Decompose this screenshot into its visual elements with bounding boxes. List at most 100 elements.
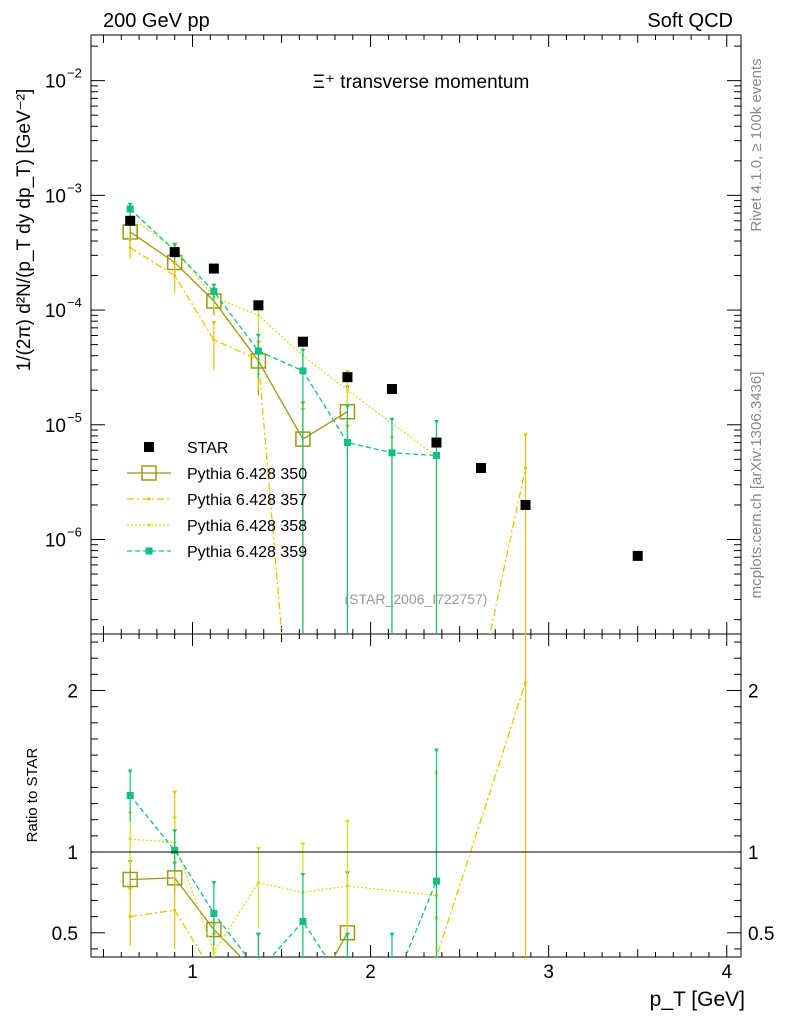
ratio-point-1 xyxy=(257,1012,260,1015)
ratio-panel-frame xyxy=(90,633,742,958)
error-cap xyxy=(127,202,133,207)
error-cap xyxy=(256,959,261,963)
series-point-3 xyxy=(126,205,134,213)
error-cap xyxy=(211,283,217,288)
legend-label-data: STAR xyxy=(187,440,228,457)
main-y-tick-label: 10 xyxy=(45,301,66,322)
ratio-y-axis-label: Ratio to STAR xyxy=(24,747,41,842)
main-y-tick-label: 10 xyxy=(45,72,66,93)
ratio-point-3 xyxy=(210,909,218,917)
error-cap xyxy=(255,847,261,852)
series-point-0 xyxy=(122,224,138,240)
series-point-1 xyxy=(212,338,216,342)
ratio-point-3 xyxy=(388,986,395,993)
main-y-tick-exponent: −5 xyxy=(67,410,82,425)
error-cap xyxy=(345,965,350,969)
error-cap xyxy=(433,420,439,425)
ratio-point-1 xyxy=(301,1012,304,1015)
header-right: Soft QCD xyxy=(647,10,733,32)
series-line-3 xyxy=(129,208,437,457)
ratio-point-3 xyxy=(171,846,179,854)
side-label-site: mcplots.cern.ch [arXiv:1306.3436] xyxy=(748,372,765,599)
error-cap xyxy=(300,962,305,966)
error-cap xyxy=(211,321,217,326)
ratio-y-tick-label-right: 0.5 xyxy=(748,924,774,945)
error-cap xyxy=(344,819,350,824)
ratio-y-tick-label-right: 2 xyxy=(748,682,759,703)
ratio-point-2 xyxy=(128,837,132,841)
error-cap xyxy=(172,829,178,834)
ratio-y-tick-label: 0.5 xyxy=(52,924,78,945)
ratio-point-3 xyxy=(344,986,351,993)
error-cap xyxy=(344,404,350,409)
error-cap xyxy=(255,333,261,338)
data-point xyxy=(386,384,397,395)
x-tick-label: 4 xyxy=(721,962,732,983)
error-cap xyxy=(172,243,178,248)
data-point xyxy=(208,263,219,274)
series-point-1 xyxy=(523,466,528,470)
series-line-1 xyxy=(129,247,527,634)
data-point xyxy=(253,300,264,311)
ratio-point-2 xyxy=(212,950,216,954)
error-cap xyxy=(300,348,306,353)
ratio-point-0 xyxy=(296,1007,310,1021)
ratio-point-1 xyxy=(390,1012,393,1015)
error-cap xyxy=(127,238,133,243)
data-point xyxy=(125,215,136,226)
error-cap xyxy=(389,932,395,937)
legend-label-0: Pythia 6.428 350 xyxy=(187,466,307,483)
plot-title: Ξ⁺ transverse momentum xyxy=(313,72,530,93)
series-point-3 xyxy=(388,449,396,457)
ratio-point-1 xyxy=(173,908,177,912)
ratio-line-2 xyxy=(130,838,437,954)
error-cap xyxy=(389,965,394,969)
series-point-2 xyxy=(345,388,350,392)
data-point xyxy=(297,336,308,347)
series-point-1 xyxy=(128,246,132,250)
x-tick-label: 1 xyxy=(187,962,198,983)
ratio-point-0 xyxy=(251,968,265,982)
data-point xyxy=(169,247,180,258)
ratio-y-tick-label: 2 xyxy=(67,682,78,703)
error-cap xyxy=(300,965,305,969)
error-cap xyxy=(127,769,133,774)
side-label-rivet: Rivet 4.1.0, ≥ 100k events xyxy=(748,58,765,231)
ratio-point-3 xyxy=(432,877,440,885)
series-point-3 xyxy=(343,439,351,447)
data-point xyxy=(476,462,486,473)
error-cap xyxy=(523,433,529,438)
error-cap xyxy=(211,881,217,886)
error-cap xyxy=(300,873,306,878)
error-cap xyxy=(172,262,178,267)
ratio-point-1 xyxy=(128,915,132,919)
series-point-3 xyxy=(432,451,440,459)
ratio-line-1 xyxy=(130,682,527,957)
ratio-point-2 xyxy=(345,884,350,888)
ratio-y-tick-label: 1 xyxy=(67,843,78,864)
header-left: 200 GeV pp xyxy=(103,10,210,32)
main-y-tick-exponent: −2 xyxy=(67,66,82,81)
ratio-point-3 xyxy=(126,792,134,799)
ratio-point-0 xyxy=(122,871,138,888)
x-tick-label: 2 xyxy=(365,962,376,983)
error-cap xyxy=(300,842,306,847)
series-line-0 xyxy=(129,231,348,441)
legend-marker-data xyxy=(144,442,154,452)
error-cap xyxy=(389,417,395,422)
main-y-axis-label: 1/(2π) d²N/(p_T dy dp_T) [GeV⁻²] xyxy=(14,89,35,372)
series-point-2 xyxy=(256,313,260,317)
legend-label-3: Pythia 6.428 359 xyxy=(187,544,307,561)
ratio-point-3 xyxy=(299,917,307,925)
data-point xyxy=(342,372,353,383)
main-y-tick-exponent: −4 xyxy=(67,295,82,310)
ratio-point-1 xyxy=(212,973,215,976)
legend-marker-3 xyxy=(145,547,153,555)
legend-label-2: Pythia 6.428 358 xyxy=(187,518,307,535)
ratio-y-tick-label-right: 1 xyxy=(748,843,759,864)
main-y-tick-label: 10 xyxy=(45,416,66,437)
ratio-point-1 xyxy=(346,1012,349,1015)
ratio-point-3 xyxy=(255,968,262,975)
legend-marker-1 xyxy=(147,497,151,501)
